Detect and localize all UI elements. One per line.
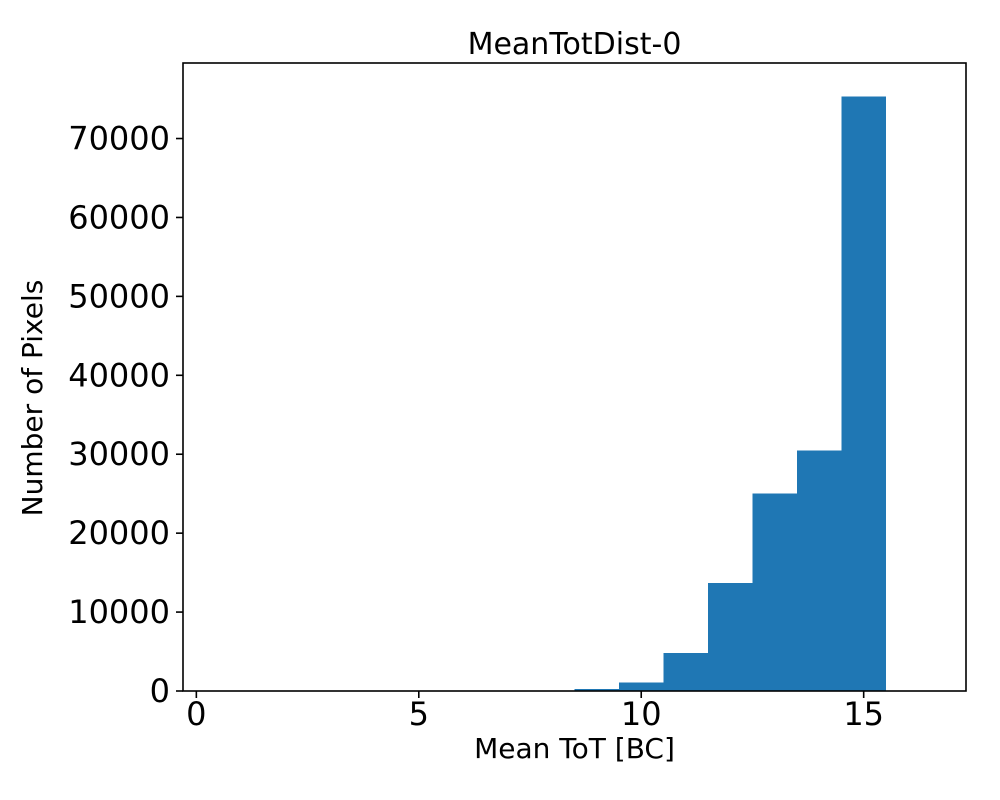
chart-title: MeanTotDist-0 (468, 27, 682, 62)
histogram-bar (841, 96, 886, 692)
x-tick-label: 5 (409, 695, 429, 733)
histogram-bar (707, 582, 753, 691)
histogram-bar (574, 688, 619, 691)
y-tick-label: 60000 (68, 198, 170, 236)
histogram-bar (796, 450, 842, 691)
y-tick-label: 50000 (68, 277, 170, 315)
histogram-bar (752, 493, 797, 691)
axes-frame (182, 62, 967, 692)
y-tick-label: 40000 (68, 356, 170, 394)
x-tick-label: 0 (186, 695, 206, 733)
y-tick-label: 0 (150, 672, 170, 710)
histogram-bar (663, 653, 708, 691)
y-tick-label: 70000 (68, 120, 170, 158)
x-tick-label: 10 (621, 695, 662, 733)
y-tick-label: 20000 (68, 514, 170, 552)
y-tick-label: 10000 (68, 593, 170, 631)
x-tick-label: 15 (843, 695, 884, 733)
y-axis-label: Number of Pixels (16, 280, 49, 517)
y-tick-label: 30000 (68, 435, 170, 473)
histogram-bar (618, 682, 664, 691)
x-axis-label: Mean ToT [BC] (474, 732, 675, 765)
